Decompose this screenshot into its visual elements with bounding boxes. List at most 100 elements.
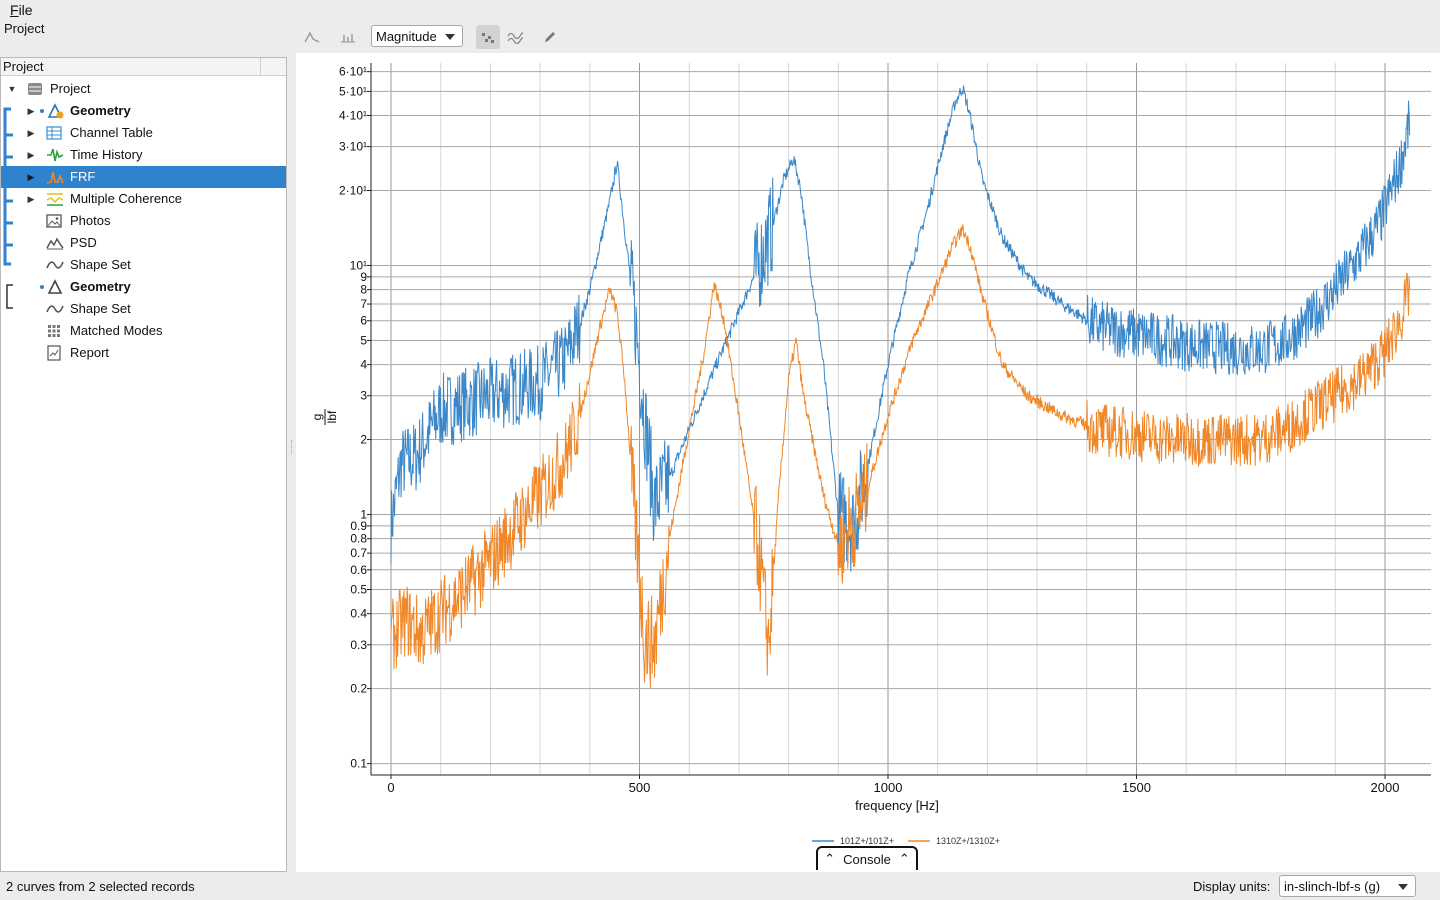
x-tick-label: 2000 — [1371, 780, 1400, 795]
annotate-button[interactable] — [538, 25, 562, 49]
y-tick-label: 0.2 — [350, 682, 367, 696]
console-toggle-button[interactable]: ⌃ Console ⌃ — [816, 846, 918, 870]
expand-toggle-icon[interactable]: ▼ — [7, 84, 17, 94]
selection-bracket-secondary — [6, 284, 13, 309]
tree-item-label: PSD — [70, 235, 97, 250]
project-title: Project — [4, 21, 45, 36]
y-tick-label: 0.5 — [350, 583, 367, 597]
legend-entry: 1310Z+/1310Z+ — [936, 836, 1000, 846]
menu-file[interactable]: File — [10, 2, 33, 18]
y-axis-label-denominator: lbf — [325, 410, 339, 423]
tree-item-geometry-2[interactable]: Geometry — [1, 276, 286, 298]
y-tick-label: 1 — [360, 508, 367, 522]
display-mode-dropdown[interactable]: Magnitude — [371, 25, 463, 47]
tree-item-label: Geometry — [70, 279, 131, 294]
peak-pick-button[interactable] — [300, 25, 324, 49]
shape-set-icon — [46, 301, 64, 317]
display-units-value: in-slinch-lbf-s (g) — [1284, 879, 1381, 894]
shape-set-icon — [46, 257, 64, 273]
bar-view-button[interactable] — [336, 25, 360, 49]
geometry-icon — [46, 103, 64, 119]
tree-item-label: Geometry — [70, 103, 131, 118]
peak-icon — [304, 31, 320, 43]
project-column-header[interactable]: Project — [3, 59, 44, 74]
pencil-icon — [545, 32, 555, 42]
tree-item-frf[interactable]: ▶ FRF — [1, 166, 286, 188]
tree-item-psd[interactable]: PSD — [1, 232, 286, 254]
table-icon — [46, 125, 64, 141]
chart-axes — [370, 63, 1431, 776]
x-tick-label: 1500 — [1122, 780, 1151, 795]
y-tick-label: 10¹ — [350, 258, 367, 272]
tree-item-project[interactable]: ▼ Project — [1, 78, 286, 100]
scatter-view-button[interactable] — [476, 25, 500, 49]
status-text: 2 curves from 2 selected records — [6, 879, 195, 894]
expand-toggle-icon[interactable]: ▶ — [27, 128, 35, 138]
expand-toggle-icon[interactable]: ▶ — [27, 150, 35, 160]
console-label: Console — [843, 851, 891, 867]
y-tick-label: 0.7 — [350, 546, 367, 560]
scatter-icon — [482, 33, 494, 43]
expand-toggle-icon[interactable]: ▶ — [27, 172, 35, 182]
time-history-icon — [46, 147, 64, 163]
chart-legend: 101Z+/101Z+ 1310Z+/1310Z+ — [812, 836, 1000, 846]
series-line-1 — [390, 85, 1411, 572]
tree-item-label: Report — [70, 345, 110, 360]
tree-item-label: FRF — [70, 169, 96, 184]
series-line-2 — [390, 224, 1411, 689]
y-tick-label: 3 — [360, 389, 367, 403]
tree-item-shape-set-2[interactable]: Shape Set — [1, 298, 286, 320]
chevron-up-icon: ⌃ — [898, 851, 910, 866]
active-dot-icon — [40, 285, 44, 289]
frf-icon — [46, 169, 64, 185]
plot-toolbar: Magnitude — [296, 22, 1440, 52]
y-tick-label: 0.1 — [350, 757, 367, 771]
chevron-down-icon — [1398, 884, 1408, 890]
y-tick-label: 4 — [360, 358, 367, 372]
y-tick-label: 2·10¹ — [339, 183, 367, 197]
bars-icon — [341, 34, 355, 43]
x-tick-labels: 0 500 1000 1500 2000 — [387, 775, 1399, 795]
tree-item-report[interactable]: Report — [1, 342, 286, 364]
x-axis-label: frequency [Hz] — [855, 798, 939, 813]
wave-icon — [507, 32, 523, 44]
tree-item-geometry[interactable]: ▶ Geometry — [1, 100, 286, 122]
y-tick-label: 0.3 — [350, 638, 367, 652]
display-units-select[interactable]: in-slinch-lbf-s (g) — [1279, 875, 1416, 897]
display-mode-value: Magnitude — [376, 29, 437, 44]
tree-item-time-history[interactable]: ▶ Time History — [1, 144, 286, 166]
wave-view-button[interactable] — [503, 25, 527, 49]
tree-item-label: Time History — [70, 147, 143, 162]
tree-item-multiple-coherence[interactable]: ▶ Multiple Coherence — [1, 188, 286, 210]
panel-splitter[interactable] — [291, 440, 294, 454]
y-tick-label: 6 — [360, 314, 367, 328]
y-tick-label: 5 — [360, 333, 367, 347]
tree-item-label: Matched Modes — [70, 323, 163, 338]
chevron-down-icon — [445, 34, 455, 40]
display-units-label: Display units: — [1193, 879, 1271, 894]
photo-icon — [46, 213, 64, 229]
coherence-icon — [46, 191, 64, 207]
y-tick-label: 7 — [360, 297, 367, 311]
y-tick-label: 4·10¹ — [339, 109, 367, 123]
project-panel: Project ▼ Project ▶ Geometry ▶ — [0, 57, 287, 872]
expand-toggle-icon[interactable]: ▶ — [27, 106, 35, 116]
matched-modes-icon — [46, 323, 64, 339]
y-tick-label: 3·10¹ — [339, 140, 367, 154]
y-tick-label: 0.4 — [350, 607, 367, 621]
plot-area[interactable]: 0.1 0.2 0.3 0.4 0.5 0.6 0.7 0.8 0.9 1 2 3 4 5 6 7 8 9 10¹ 2… — [296, 53, 1440, 872]
y-tick-label: 8 — [360, 283, 367, 297]
column-separator[interactable] — [260, 58, 261, 76]
tree-item-channel-table[interactable]: ▶ Channel Table — [1, 122, 286, 144]
project-panel-header: Project — [1, 58, 286, 76]
y-tick-label: 0.6 — [350, 563, 367, 577]
expand-toggle-icon[interactable]: ▶ — [27, 194, 35, 204]
tree-item-label: Channel Table — [70, 125, 153, 140]
chart-grid-major — [371, 63, 1431, 775]
y-tick-label: 0.9 — [350, 519, 367, 533]
tree-item-shape-set[interactable]: Shape Set — [1, 254, 286, 276]
tree-item-matched-modes[interactable]: Matched Modes — [1, 320, 286, 342]
tree-item-photos[interactable]: Photos — [1, 210, 286, 232]
report-icon — [46, 345, 64, 361]
